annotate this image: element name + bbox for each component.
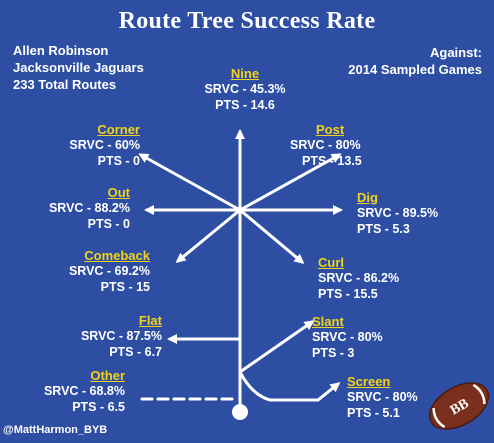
route-post-pts: PTS - 13.5 xyxy=(302,154,362,168)
route-corner-pts: PTS - 0 xyxy=(97,154,140,168)
player-team: Jacksonville Jaguars xyxy=(13,60,144,75)
route-post-line xyxy=(238,153,342,212)
route-dig-name: Dig xyxy=(357,190,378,205)
player-total-routes: 233 Total Routes xyxy=(13,77,117,92)
route-flat-name: Flat xyxy=(138,313,162,328)
route-out-label: Out SRVC - 88.2% PTS - 0 xyxy=(30,185,130,232)
route-nine-name: Nine xyxy=(230,66,260,81)
route-post-label: Post SRVC - 80% PTS - 13.5 xyxy=(290,122,362,169)
route-dig-srvc: SRVC - 89.5% xyxy=(357,206,439,220)
route-slant-pts: PTS - 3 xyxy=(312,346,355,360)
route-curl-label: Curl SRVC - 86.2% PTS - 15.5 xyxy=(318,255,399,302)
author-credit: @MattHarmon_BYB xyxy=(3,424,108,436)
route-curl-line xyxy=(238,208,305,264)
route-slant-srvc: SRVC - 80% xyxy=(312,330,383,344)
route-comeback-pts: PTS - 15 xyxy=(100,280,150,294)
route-corner-srvc: SRVC - 60% xyxy=(69,138,140,152)
route-curl-pts: PTS - 15.5 xyxy=(318,287,378,301)
against-info: Against: 2014 Sampled Games xyxy=(348,44,482,78)
route-other-pts: PTS - 6.5 xyxy=(72,400,125,414)
against-label: Against: xyxy=(430,45,482,60)
route-out-pts: PTS - 0 xyxy=(87,217,130,231)
against-value: 2014 Sampled Games xyxy=(348,62,482,77)
route-out-srvc: SRVC - 88.2% xyxy=(48,201,130,215)
route-corner-name: Corner xyxy=(97,122,140,137)
route-screen-line xyxy=(238,370,341,402)
route-nine-pts: PTS - 14.6 xyxy=(215,98,275,112)
page-title: Route Tree Success Rate xyxy=(118,8,376,34)
route-curl-name: Curl xyxy=(318,255,344,270)
route-comeback-label: Comeback SRVC - 69.2% PTS - 15 xyxy=(50,248,150,295)
route-corner-label: Corner SRVC - 60% PTS - 0 xyxy=(40,122,140,169)
route-screen-srvc: SRVC - 80% xyxy=(347,390,418,404)
route-nine-srvc: SRVC - 45.3% xyxy=(204,82,286,96)
route-screen-label: Screen SRVC - 80% PTS - 5.1 xyxy=(347,374,418,421)
snap-point xyxy=(232,404,248,420)
player-name: Allen Robinson xyxy=(13,43,109,58)
football-logo: BB xyxy=(428,382,490,430)
route-slant-line xyxy=(238,320,315,374)
player-info: Allen Robinson Jacksonville Jaguars 233 … xyxy=(13,42,144,93)
route-comeback-name: Comeback xyxy=(84,248,150,263)
route-comeback-line xyxy=(175,208,242,263)
route-other-srvc: SRVC - 68.8% xyxy=(43,384,125,398)
route-post-srvc: SRVC - 80% xyxy=(290,138,361,152)
route-comeback-srvc: SRVC - 69.2% xyxy=(68,264,150,278)
route-out-name: Out xyxy=(107,185,130,200)
route-other-name: Other xyxy=(90,368,125,383)
route-other-label: Other SRVC - 68.8% PTS - 6.5 xyxy=(25,368,125,415)
route-dig-pts: PTS - 5.3 xyxy=(357,222,410,236)
route-screen-pts: PTS - 5.1 xyxy=(347,406,400,420)
route-screen-name: Screen xyxy=(347,374,391,389)
route-slant-label: Slant SRVC - 80% PTS - 3 xyxy=(312,314,383,361)
route-nine-label: Nine SRVC - 45.3% PTS - 14.6 xyxy=(190,66,300,113)
route-flat-label: Flat SRVC - 87.5% PTS - 6.7 xyxy=(62,313,162,360)
route-post-name: Post xyxy=(316,122,345,137)
route-slant-name: Slant xyxy=(312,314,344,329)
route-corner-line xyxy=(138,153,242,212)
route-flat-srvc: SRVC - 87.5% xyxy=(80,329,162,343)
route-curl-srvc: SRVC - 86.2% xyxy=(318,271,400,285)
route-dig-label: Dig SRVC - 89.5% PTS - 5.3 xyxy=(357,190,438,237)
route-flat-pts: PTS - 6.7 xyxy=(109,345,162,359)
